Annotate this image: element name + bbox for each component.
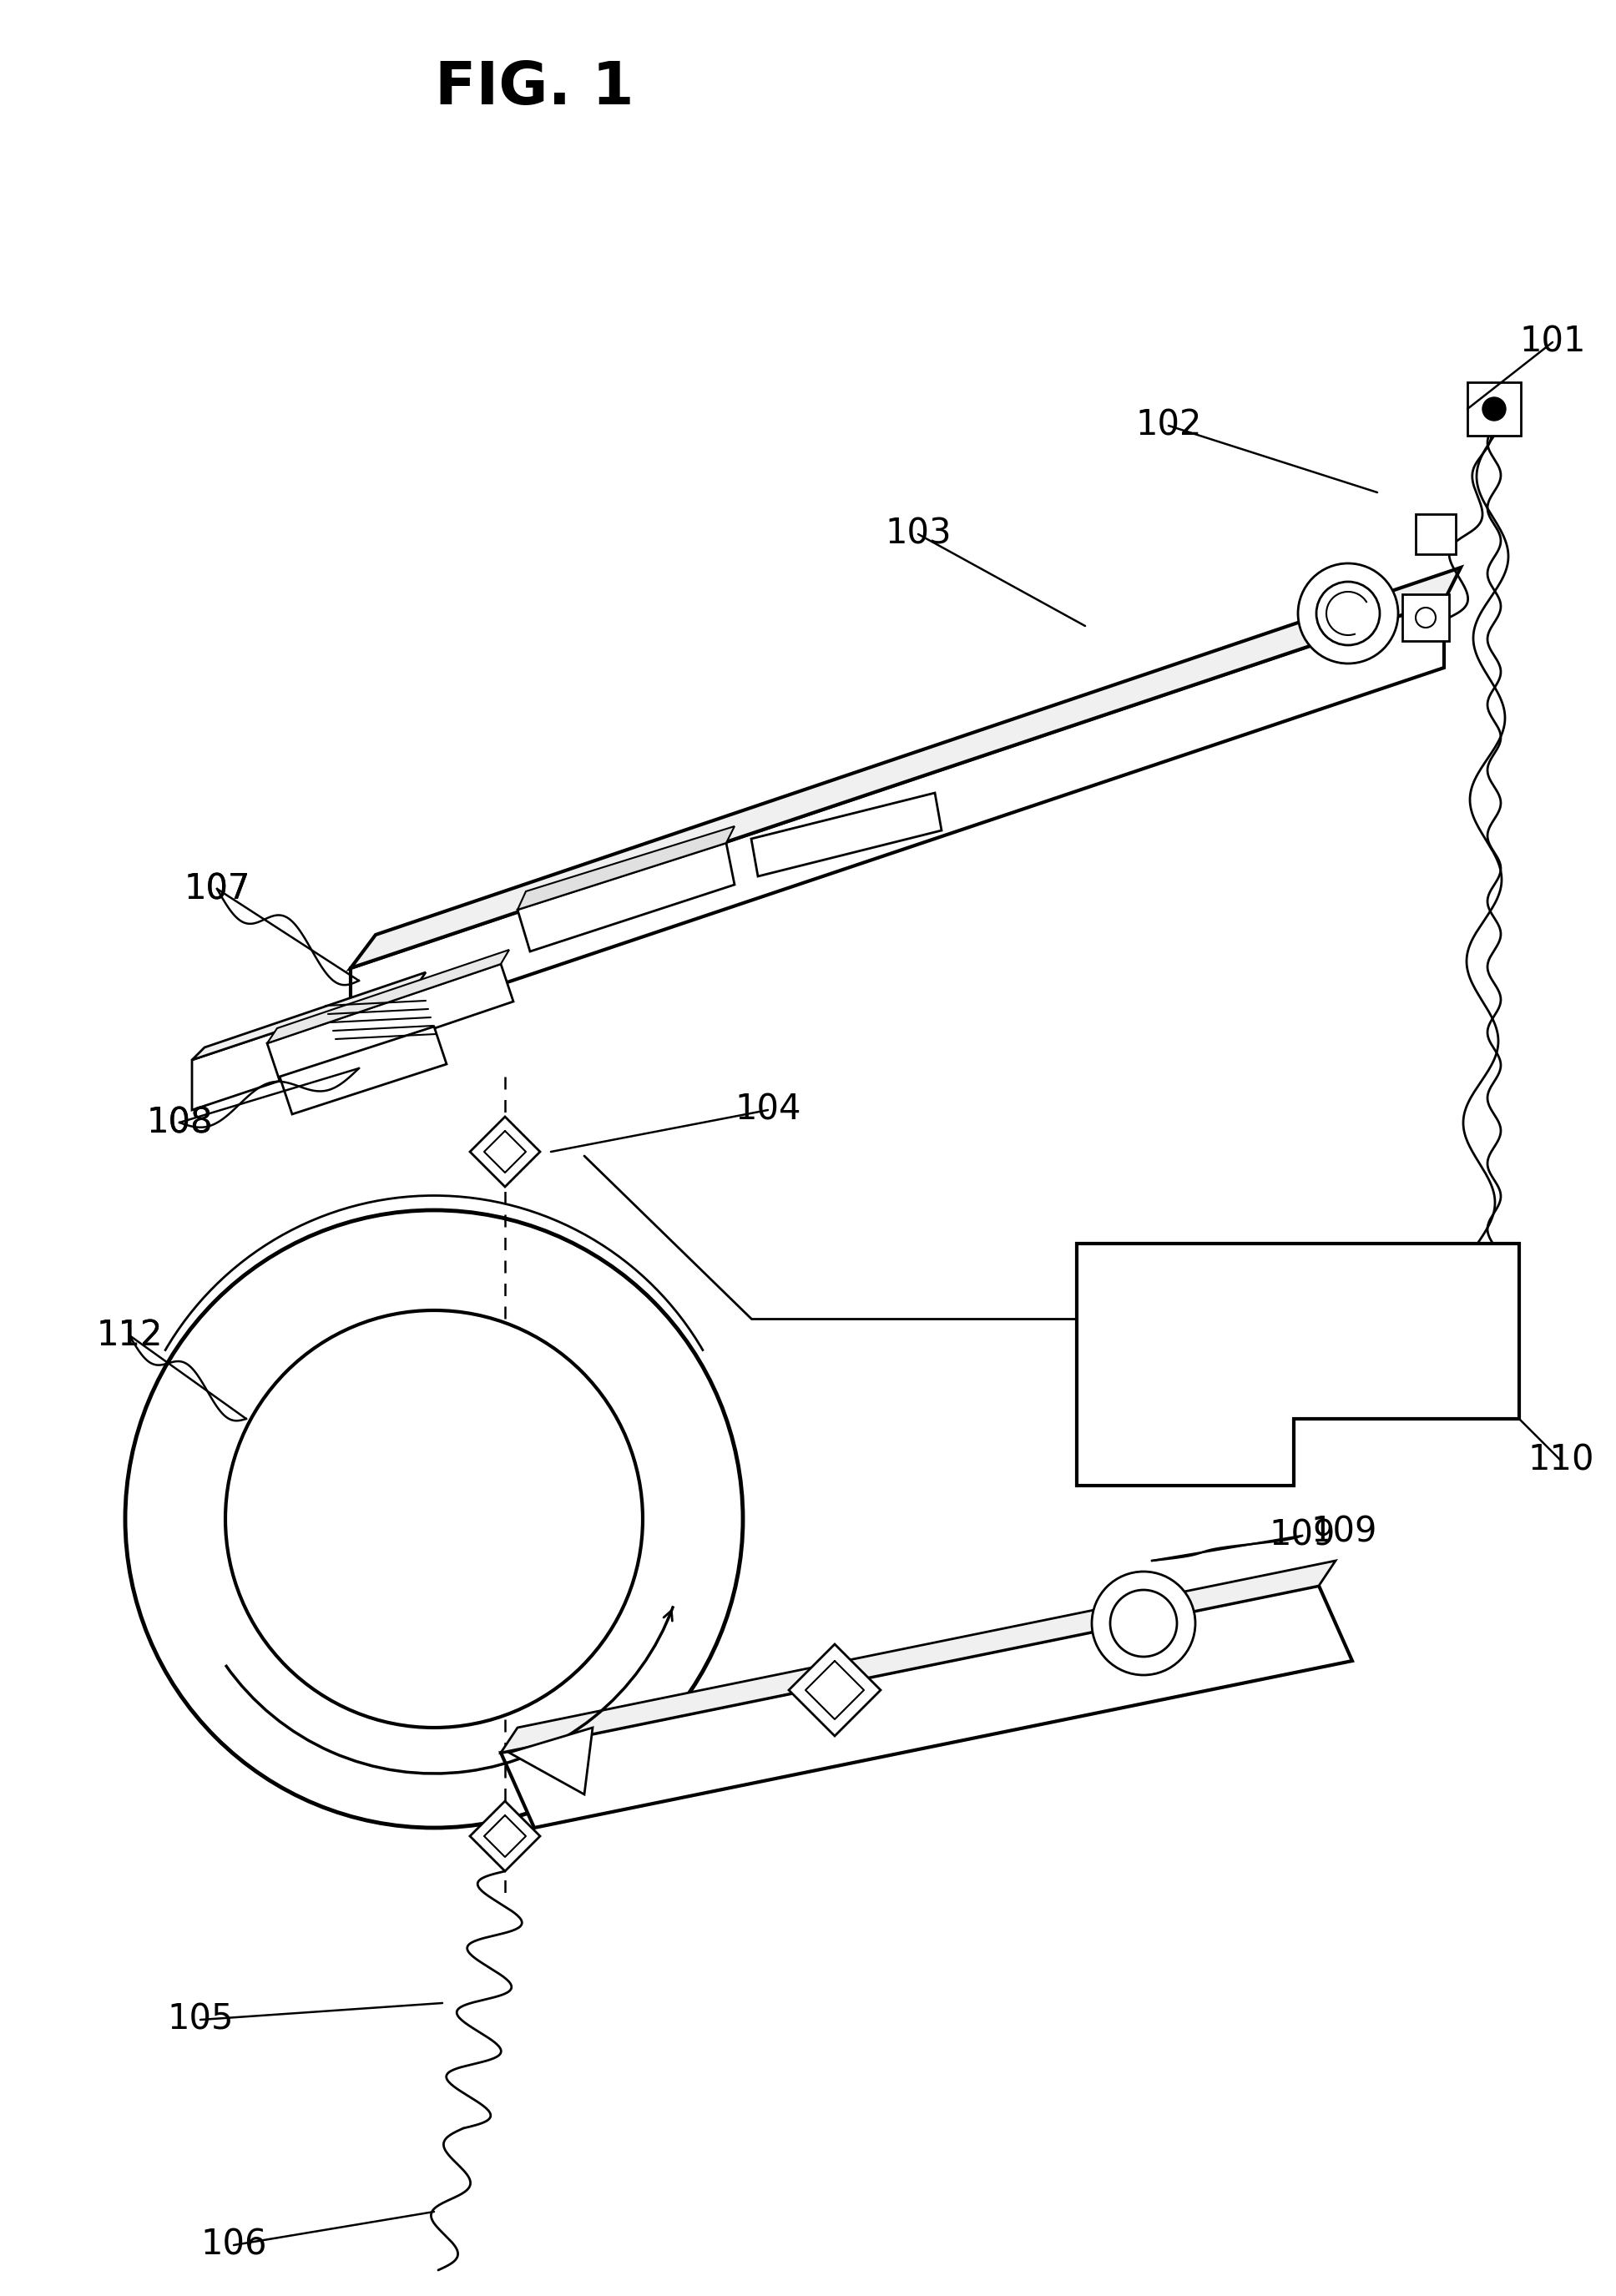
Polygon shape: [1467, 381, 1521, 436]
Polygon shape: [470, 1800, 540, 1871]
Text: 106: 106: [200, 2227, 267, 2262]
Text: 109: 109: [1311, 1513, 1377, 1550]
Polygon shape: [501, 1587, 1353, 1828]
Text: 107: 107: [184, 870, 250, 907]
Polygon shape: [280, 1026, 446, 1114]
Text: 102: 102: [1136, 409, 1202, 443]
Text: 109: 109: [1269, 1518, 1335, 1552]
Polygon shape: [192, 985, 417, 1109]
Circle shape: [1317, 581, 1380, 645]
Polygon shape: [517, 827, 735, 909]
Circle shape: [1298, 563, 1398, 664]
Polygon shape: [267, 951, 509, 1042]
Circle shape: [124, 1210, 743, 1828]
Circle shape: [1416, 608, 1435, 627]
Polygon shape: [1076, 1244, 1519, 1486]
Text: 104: 104: [735, 1093, 802, 1127]
Text: 101: 101: [1519, 324, 1585, 360]
Polygon shape: [517, 843, 735, 951]
Polygon shape: [267, 964, 514, 1081]
Polygon shape: [351, 602, 1445, 1035]
Circle shape: [1092, 1570, 1196, 1676]
Text: 103: 103: [886, 517, 952, 551]
Polygon shape: [501, 1561, 1335, 1752]
Text: FIG. 1: FIG. 1: [435, 60, 633, 117]
Polygon shape: [351, 567, 1461, 969]
Polygon shape: [1403, 595, 1450, 641]
Circle shape: [1482, 397, 1506, 420]
Text: 112: 112: [97, 1318, 163, 1352]
Polygon shape: [1416, 514, 1456, 553]
Circle shape: [225, 1311, 643, 1727]
Text: 107: 107: [184, 870, 250, 907]
Polygon shape: [509, 1727, 593, 1795]
Text: 110: 110: [1527, 1442, 1593, 1479]
Text: 105: 105: [166, 2002, 233, 2037]
Polygon shape: [470, 1116, 540, 1187]
Text: 108: 108: [145, 1104, 213, 1141]
Text: 112: 112: [97, 1318, 163, 1352]
Polygon shape: [751, 792, 942, 877]
Circle shape: [1110, 1589, 1176, 1658]
Polygon shape: [192, 971, 425, 1061]
Text: 108: 108: [145, 1104, 213, 1141]
Polygon shape: [789, 1644, 881, 1736]
